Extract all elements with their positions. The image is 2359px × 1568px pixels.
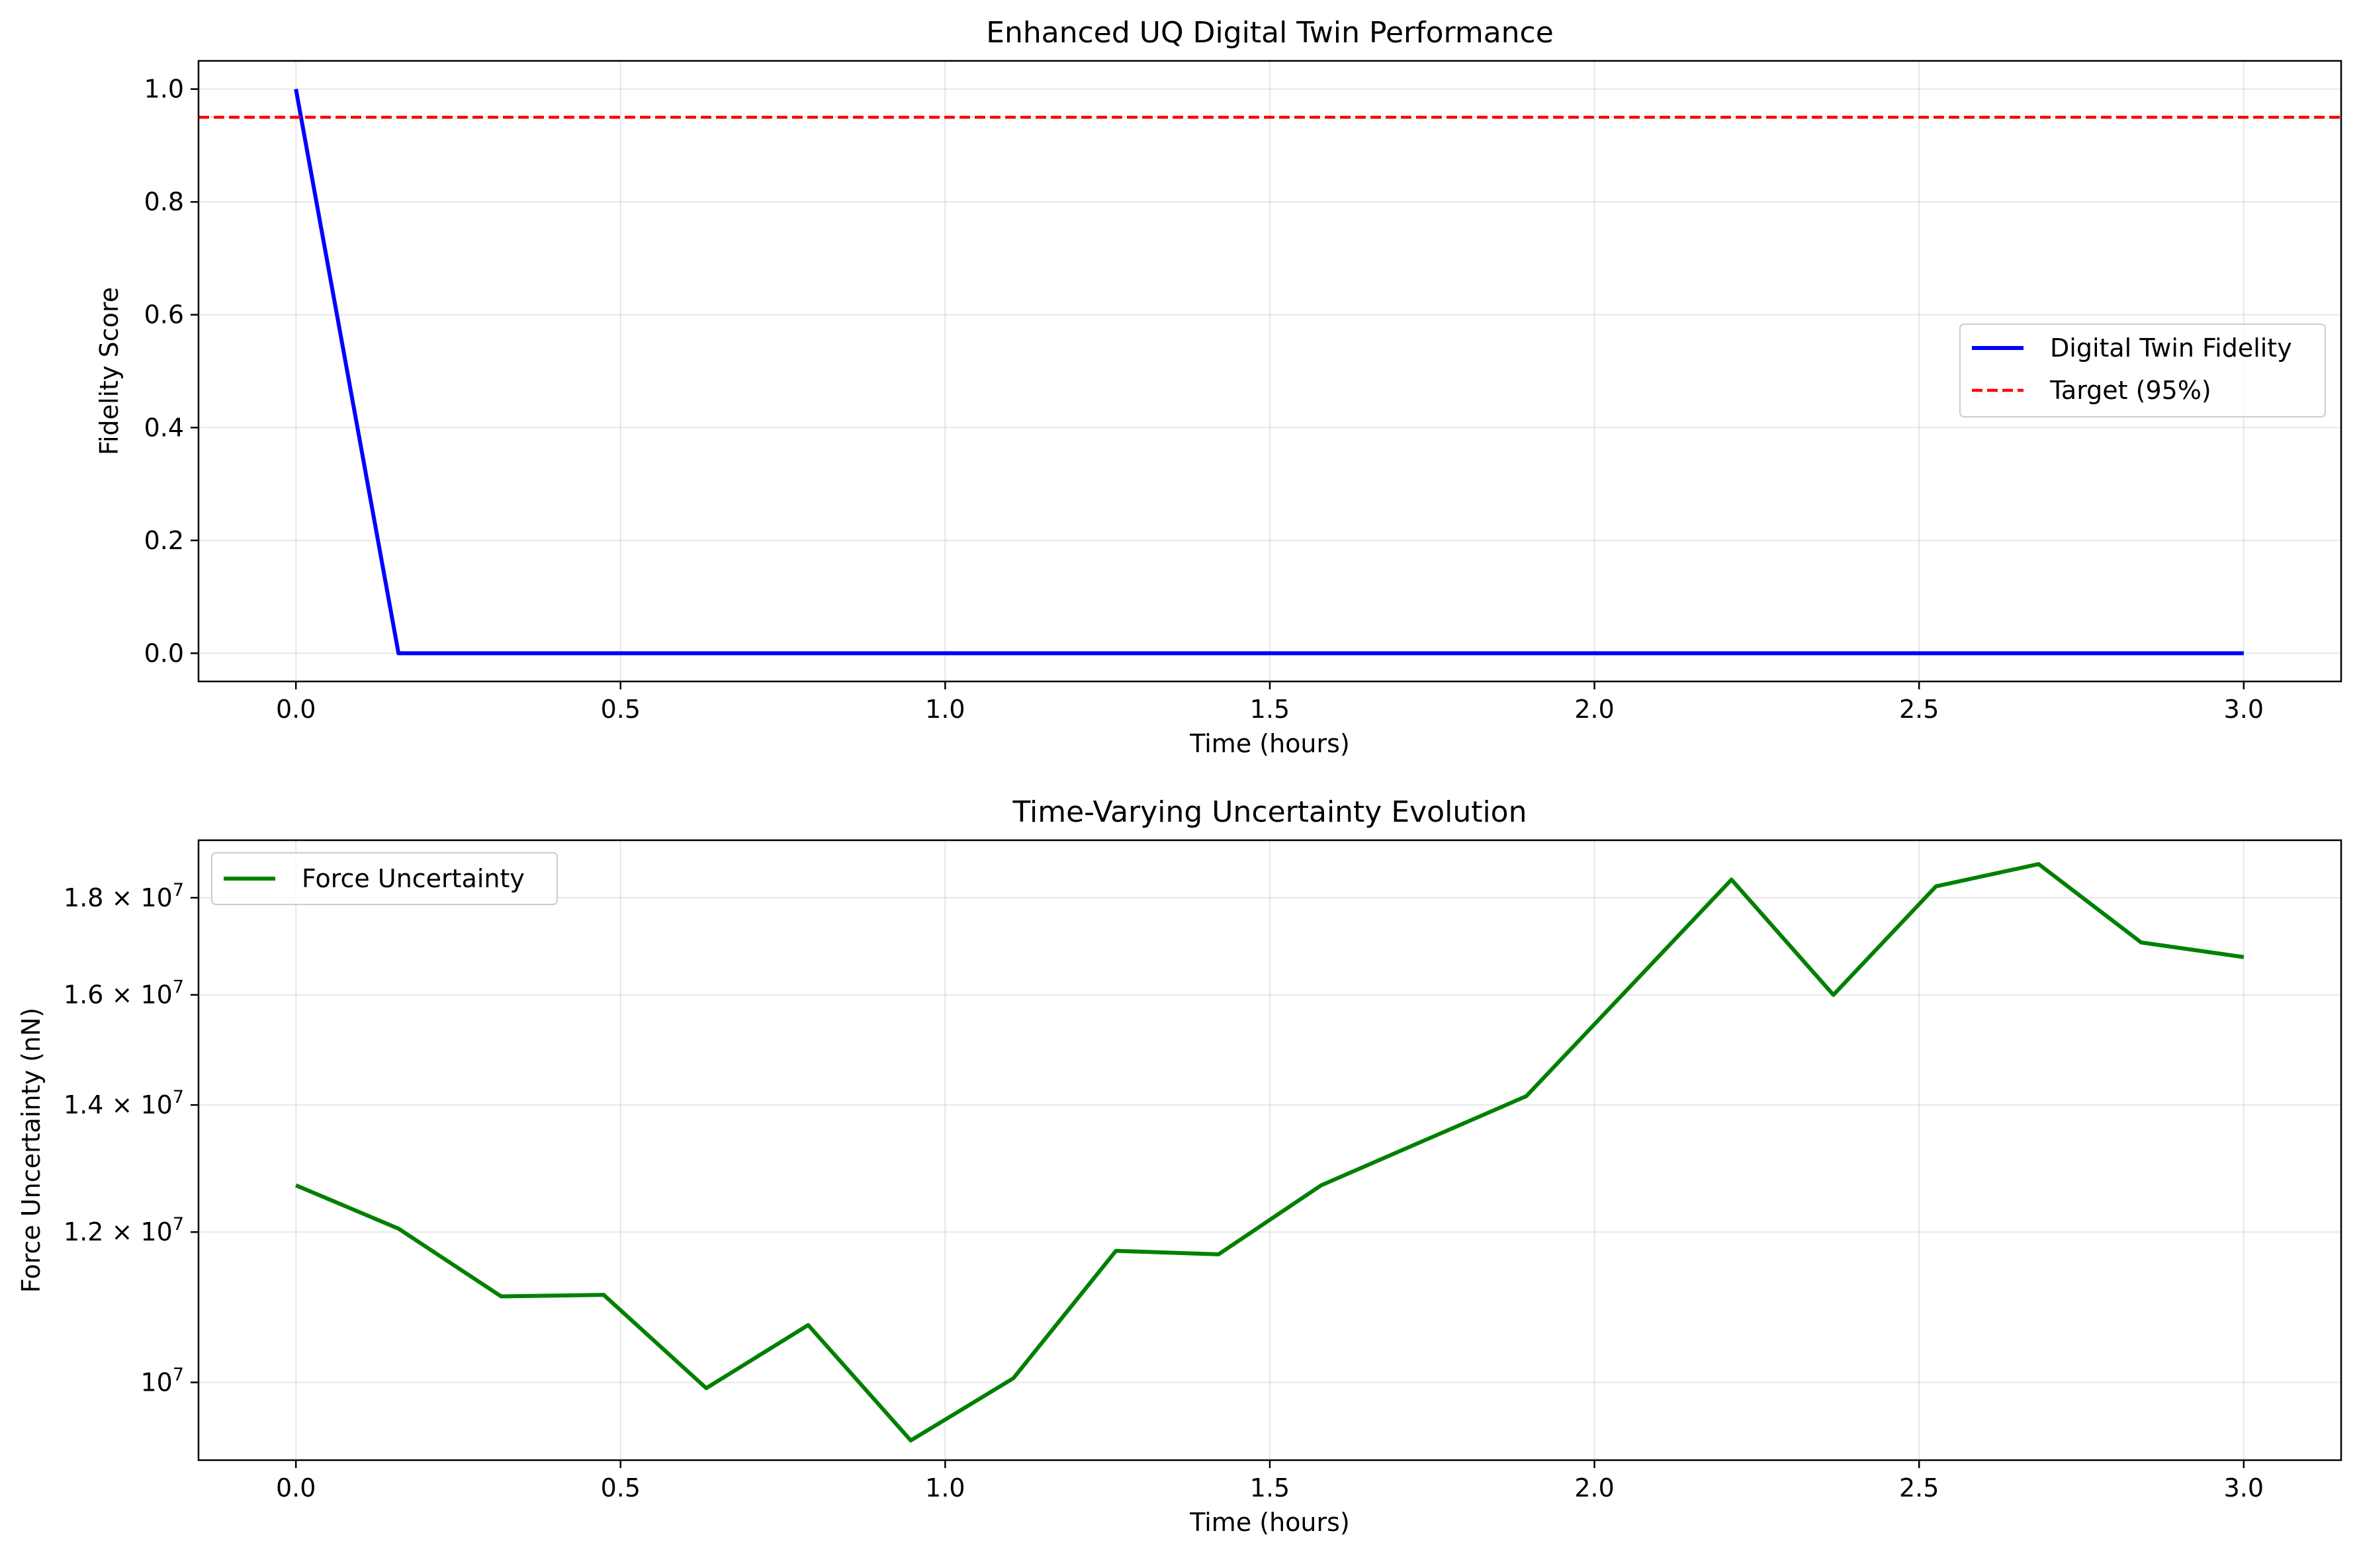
legend-label-digital-twin-fidelity: Digital Twin Fidelity bbox=[2050, 333, 2292, 363]
fidelity-y-axis-label: Fidelity Score bbox=[95, 287, 124, 455]
legend-label-target: Target (95%) bbox=[2049, 376, 2211, 405]
series-line-digital-twin-fidelity bbox=[294, 89, 2244, 656]
fidelity-y-tick-label: 0.8 bbox=[144, 187, 184, 216]
uncertainty-y-tick-label: 107 bbox=[140, 1364, 184, 1397]
uncertainty-x-tick-label: 3.0 bbox=[2224, 1473, 2264, 1503]
legend-label-force-uncertainty: Force Uncertainty bbox=[302, 864, 525, 893]
fidelity-chart-title: Enhanced UQ Digital Twin Performance bbox=[986, 16, 1554, 50]
uncertainty-x-tick-label: 0.5 bbox=[601, 1473, 641, 1503]
fidelity-legend: Digital Twin Fidelity Target (95%) bbox=[1959, 324, 2326, 417]
uncertainty-x-axis-label: Time (hours) bbox=[1189, 1508, 1350, 1537]
fidelity-x-tick-label: 2.0 bbox=[1574, 695, 1614, 724]
uncertainty-chart-title: Time-Varying Uncertainty Evolution bbox=[1012, 795, 1527, 829]
uncertainty-x-ticks: 0.0 0.5 1.0 1.5 2.0 2.5 3.0 bbox=[276, 1460, 2264, 1503]
fidelity-x-axis-label: Time (hours) bbox=[1189, 729, 1350, 758]
fidelity-x-tick-label: 1.5 bbox=[1250, 695, 1290, 724]
fidelity-legend-box bbox=[1959, 324, 2326, 417]
fidelity-series-layer bbox=[199, 89, 2341, 656]
fidelity-y-tick-label: 0.4 bbox=[144, 413, 184, 442]
uncertainty-series-layer bbox=[295, 862, 2245, 1443]
series-line-force-uncertainty bbox=[295, 862, 2245, 1443]
uncertainty-y-tick-label: 1.6 × 107 bbox=[64, 977, 184, 1010]
fidelity-chart: 0.0 0.5 1.0 1.5 2.0 2.5 3.0 0.0 0.2 0.4 0.6 0.8 1.0… bbox=[95, 16, 2342, 758]
uncertainty-x-tick-label: 2.5 bbox=[1899, 1473, 1939, 1503]
fidelity-x-tick-label: 2.5 bbox=[1899, 695, 1939, 724]
fidelity-x-tick-label: 0.5 bbox=[601, 695, 641, 724]
uncertainty-chart: 0.0 0.5 1.0 1.5 2.0 2.5 3.0 107 1.2 × 107 1.4 × … bbox=[17, 795, 2342, 1537]
uncertainty-y-axis-label: Force Uncertainty (nN) bbox=[17, 1008, 46, 1293]
fidelity-gridlines bbox=[199, 61, 2341, 681]
fidelity-y-tick-label: 0.6 bbox=[144, 300, 184, 329]
uncertainty-y-tick-label: 1.4 × 107 bbox=[64, 1087, 184, 1119]
uncertainty-y-tick-label: 1.8 × 107 bbox=[64, 880, 184, 912]
uncertainty-x-tick-label: 1.0 bbox=[925, 1473, 965, 1503]
fidelity-x-tick-label: 3.0 bbox=[2224, 695, 2264, 724]
uncertainty-x-tick-label: 2.0 bbox=[1574, 1473, 1614, 1503]
fidelity-x-tick-label: 0.0 bbox=[276, 695, 316, 724]
uncertainty-x-tick-label: 1.5 bbox=[1250, 1473, 1290, 1503]
uncertainty-y-tick-label: 1.2 × 107 bbox=[64, 1214, 184, 1246]
fidelity-x-ticks: 0.0 0.5 1.0 1.5 2.0 2.5 3.0 bbox=[276, 681, 2264, 724]
fidelity-y-tick-label: 1.0 bbox=[144, 75, 184, 104]
fidelity-y-tick-label: 0.2 bbox=[144, 526, 184, 555]
fidelity-y-tick-label: 0.0 bbox=[144, 638, 184, 668]
fidelity-y-ticks: 0.0 0.2 0.4 0.6 0.8 1.0 bbox=[144, 75, 199, 668]
fidelity-x-tick-label: 1.0 bbox=[925, 695, 965, 724]
uncertainty-x-tick-label: 0.0 bbox=[276, 1473, 316, 1503]
uncertainty-legend: Force Uncertainty bbox=[211, 852, 558, 905]
uncertainty-legend-box bbox=[211, 852, 558, 905]
uncertainty-y-ticks: 107 1.2 × 107 1.4 × 107 1.6 × 107 1.8 × 107 bbox=[64, 880, 199, 1397]
